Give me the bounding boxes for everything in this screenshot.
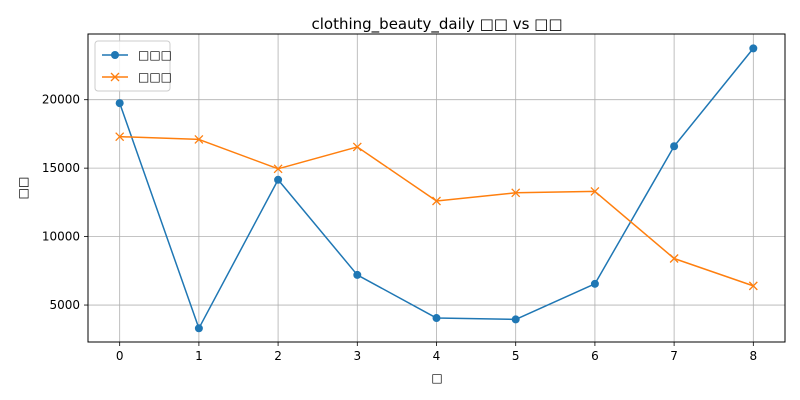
data-point	[748, 281, 758, 291]
y-axis: 5000 10000 15000 20000	[42, 93, 88, 312]
x-axis: 0 1 2 3 4 5 6 7 8	[116, 342, 757, 363]
y-axis-label: □□	[16, 177, 30, 200]
legend-entry: □□□	[102, 48, 172, 62]
data-point	[511, 188, 521, 198]
legend-label: □□□	[138, 70, 172, 84]
data-point	[194, 134, 204, 144]
x-tick-label: 3	[353, 349, 361, 363]
y-tick-label: 15000	[42, 161, 80, 175]
y-tick-label: 10000	[42, 230, 80, 244]
data-point	[115, 99, 124, 108]
series-layer	[115, 44, 758, 333]
series-2	[115, 132, 758, 291]
data-point	[274, 175, 283, 184]
y-tick-label: 5000	[49, 298, 80, 312]
legend-label: □□□	[138, 48, 172, 62]
data-point	[353, 270, 362, 279]
legend-marker	[111, 51, 119, 59]
x-tick-label: 8	[749, 349, 757, 363]
legend-entry: □□□	[102, 70, 172, 84]
x-tick-label: 7	[670, 349, 678, 363]
x-tick-label: 2	[274, 349, 282, 363]
data-point	[115, 132, 125, 142]
data-point	[669, 254, 679, 263]
x-tick-label: 0	[116, 349, 124, 363]
data-point	[194, 324, 203, 333]
grid	[88, 34, 785, 342]
data-point	[432, 314, 441, 323]
chart-title: clothing_beauty_daily □□ vs □□	[312, 15, 563, 34]
data-point	[590, 186, 600, 196]
data-point	[273, 164, 283, 174]
y-tick-label: 20000	[42, 93, 80, 107]
data-point	[511, 315, 520, 324]
x-tick-label: 1	[195, 349, 203, 363]
legend: □□□ □□□	[94, 40, 172, 92]
x-tick-label: 6	[591, 349, 599, 363]
data-point	[590, 279, 599, 288]
data-point	[670, 142, 679, 151]
x-tick-label: 4	[433, 349, 441, 363]
data-point	[432, 196, 441, 206]
x-axis-label: □	[431, 371, 442, 385]
data-point	[749, 44, 758, 53]
data-point	[352, 142, 362, 152]
x-tick-label: 5	[512, 349, 520, 363]
series-1	[115, 44, 758, 333]
legend-marker	[110, 72, 120, 82]
